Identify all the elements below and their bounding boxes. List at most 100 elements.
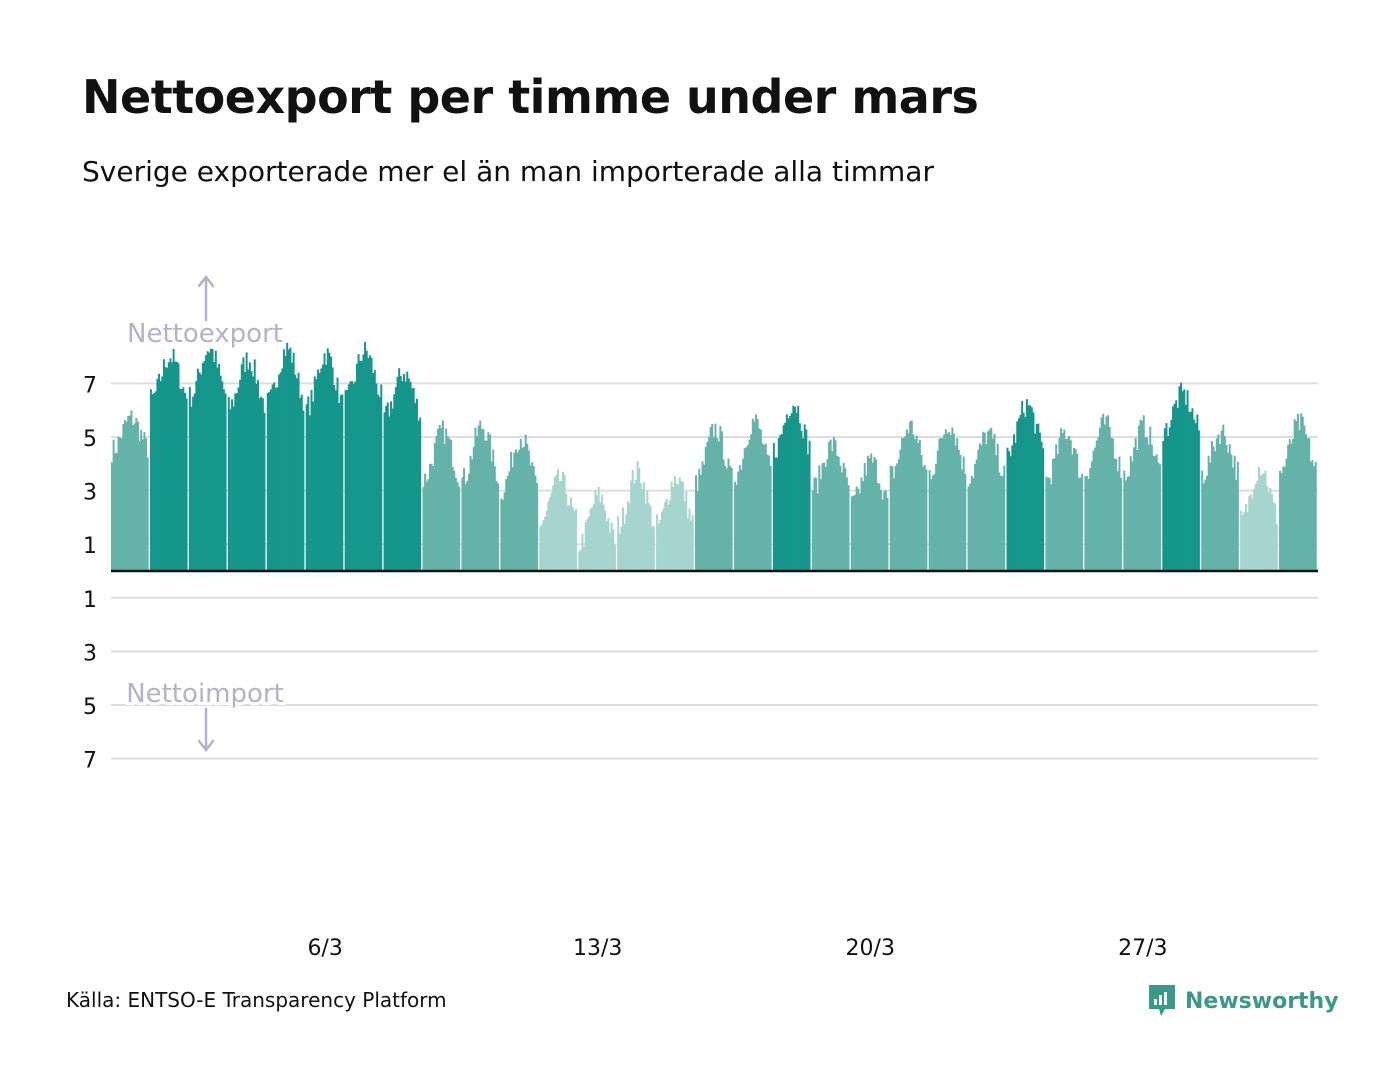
bar: [1183, 389, 1186, 571]
bar: [1256, 480, 1259, 571]
bar: [428, 463, 431, 571]
bar: [268, 391, 271, 571]
bar: [1165, 423, 1168, 571]
bar: [1154, 456, 1157, 571]
bar: [1141, 420, 1144, 571]
bar: [377, 394, 380, 571]
bar: [1128, 476, 1131, 571]
bar: [1048, 478, 1051, 571]
bar: [417, 420, 420, 571]
bar: [876, 482, 879, 571]
bar: [584, 522, 587, 571]
bar: [398, 368, 401, 571]
bar: [1084, 476, 1087, 571]
bar: [1019, 414, 1022, 571]
bar: [688, 508, 691, 571]
bar: [464, 483, 467, 571]
bar: [453, 470, 456, 571]
source-note: Källa: ENTSO-E Transparency Platform: [66, 988, 447, 1012]
bar: [565, 494, 568, 571]
bar: [959, 454, 962, 571]
bar: [513, 452, 516, 571]
bar: [1181, 391, 1184, 571]
bar: [896, 463, 899, 571]
bar: [847, 485, 850, 571]
bar: [1306, 437, 1309, 571]
bar: [1194, 423, 1197, 571]
bar: [294, 374, 297, 571]
bar: [628, 503, 631, 571]
bar: [250, 370, 253, 571]
bar: [784, 422, 787, 571]
bar: [1074, 448, 1077, 571]
bar: [424, 473, 427, 571]
bar: [1136, 450, 1139, 571]
bar: [458, 486, 461, 571]
bar: [485, 440, 488, 571]
bar: [865, 475, 868, 571]
bar: [1272, 502, 1275, 571]
bar: [120, 438, 123, 571]
bar: [1168, 427, 1171, 571]
bar: [338, 403, 341, 571]
bar: [247, 369, 250, 571]
bar: [789, 415, 792, 571]
bar: [990, 427, 993, 571]
bar: [1222, 424, 1225, 571]
bar: [237, 387, 240, 571]
bar: [909, 421, 912, 571]
bar: [922, 466, 925, 571]
bar: [132, 425, 135, 571]
bar: [1292, 439, 1295, 571]
bar: [503, 492, 506, 571]
bar: [928, 470, 931, 571]
bar: [651, 526, 654, 571]
bar: [912, 434, 915, 571]
bar: [527, 450, 530, 571]
bar: [669, 500, 672, 571]
bar: [931, 475, 934, 571]
bar: [143, 432, 146, 571]
bar: [501, 499, 504, 571]
bar: [386, 402, 389, 571]
bar: [373, 369, 376, 571]
bar: [613, 544, 616, 571]
bar: [967, 486, 970, 571]
bar: [195, 380, 198, 571]
bar: [359, 360, 362, 571]
bar: [263, 413, 266, 571]
bar: [1087, 478, 1090, 571]
bar: [1246, 512, 1249, 571]
bar: [547, 501, 550, 571]
bar: [1073, 447, 1075, 571]
bar: [357, 354, 360, 571]
x-tick-label: 27/3: [1118, 936, 1167, 961]
bar: [320, 368, 323, 571]
bar: [518, 449, 521, 571]
bar: [1064, 438, 1067, 571]
bar: [719, 425, 722, 571]
bar: [724, 465, 727, 571]
bar: [456, 482, 459, 571]
bar: [633, 483, 636, 571]
bar: [923, 465, 926, 571]
bar: [1022, 412, 1025, 571]
bar: [216, 367, 219, 571]
bar: [842, 462, 845, 571]
bar: [1296, 413, 1299, 571]
bar: [607, 517, 610, 571]
bar: [1204, 479, 1207, 571]
bar: [156, 378, 159, 571]
bar: [367, 358, 370, 571]
bar: [479, 420, 482, 571]
bar: [229, 409, 232, 571]
bar: [445, 428, 448, 571]
bar: [620, 526, 623, 571]
bar: [870, 453, 873, 571]
bar: [487, 432, 490, 571]
bar: [1063, 429, 1066, 571]
bar: [698, 468, 701, 571]
bar: [313, 376, 316, 571]
bar: [166, 367, 169, 571]
bar: [1024, 417, 1027, 571]
